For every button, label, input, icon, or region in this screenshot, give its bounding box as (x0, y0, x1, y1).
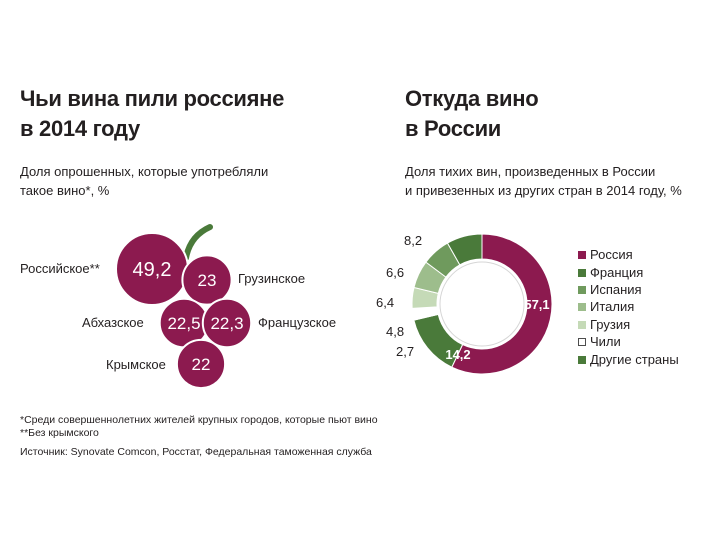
right-title-line2: в России (405, 116, 502, 141)
left-subtitle-line1: Доля опрошенных, которые употребляли (20, 164, 269, 179)
donut-inner-ring (439, 261, 525, 347)
slice-label-italy: 6,4 (376, 295, 395, 310)
grape-bubble-georgian (181, 254, 233, 306)
grape-value-crimean: 22 (192, 355, 211, 374)
left-chart-title: Чьи вина пили россияне в 2014 году (20, 84, 284, 144)
grape-name-crimean: Крымское (106, 357, 166, 372)
slice-label-georgia: 4,8 (386, 324, 405, 339)
left-subtitle-line2: такое вино*, % (20, 183, 110, 198)
grape-value-russian: 49,2 (133, 259, 172, 281)
legend-label: Италия (590, 299, 635, 314)
right-chart-subtitle: Доля тихих вин, произведенных в России и… (405, 162, 682, 200)
grape-name-french: Французское (258, 315, 337, 330)
legend-swatch (578, 268, 586, 277)
legend-swatch (578, 285, 586, 294)
right-subtitle-line1: Доля тихих вин, произведенных в России (405, 164, 656, 179)
left-chart-subtitle: Доля опрошенных, которые употребляли так… (20, 162, 268, 200)
grape-bubble-crimean (175, 338, 227, 390)
slice-label-russia: 57,1 (524, 297, 549, 312)
grape-value-french: 22,3 (210, 314, 243, 333)
footnote-1: *Среди совершеннолетних жителей крупных … (20, 414, 378, 426)
legend-swatch (578, 337, 586, 346)
donut-slice-russia (451, 233, 553, 375)
legend-label: Другие страны (590, 352, 679, 367)
right-subtitle-line2: и привезенных из других стран в 2014 год… (405, 183, 682, 198)
legend-item-russia: Россия (578, 246, 633, 263)
legend-item-france: Франция (578, 264, 643, 281)
grape-name-russian: Российское** (20, 261, 100, 276)
grape-bubble-french (201, 297, 253, 349)
right-title-line1: Откуда вино (405, 86, 539, 111)
legend-item-italy: Италия (578, 298, 634, 315)
legend-item-georgia: Грузия (578, 316, 630, 333)
legend-item-chile: Чили (578, 333, 621, 350)
source-note: Источник: Synovate Comcon, Росстат, Феде… (20, 446, 372, 458)
legend-label: Чили (590, 334, 621, 349)
slice-label-other: 14,2 (445, 347, 470, 362)
legend-label: Россия (590, 247, 633, 262)
legend-swatch (578, 302, 586, 311)
grape-stem-icon (183, 224, 213, 261)
legend-label: Грузия (590, 317, 631, 332)
grape-name-georgian: Грузинское (238, 271, 306, 286)
grape-value-abkhaz: 22,5 (167, 314, 200, 333)
legend-item-spain: Испания (578, 281, 642, 298)
footnote-2: **Без крымского (20, 427, 99, 439)
right-chart-title: Откуда вино в России (405, 84, 539, 144)
legend-label: Франция (590, 265, 644, 280)
grape-value-georgian: 23 (198, 271, 217, 290)
left-title-line1: Чьи вина пили россияне (20, 86, 285, 111)
slice-label-france: 8,2 (404, 233, 423, 248)
legend-swatch (578, 355, 586, 364)
legend-item-other: Другие страны (578, 351, 679, 368)
legend-swatch (578, 250, 586, 259)
grape-name-abkhaz: Абхазское (82, 315, 144, 330)
slice-label-chile: 2,7 (396, 344, 415, 359)
legend-label: Испания (590, 282, 642, 297)
slice-label-spain: 6,6 (386, 265, 405, 280)
donut-slice-france (446, 233, 483, 266)
left-title-line2: в 2014 году (20, 116, 140, 141)
legend-swatch (578, 320, 586, 329)
